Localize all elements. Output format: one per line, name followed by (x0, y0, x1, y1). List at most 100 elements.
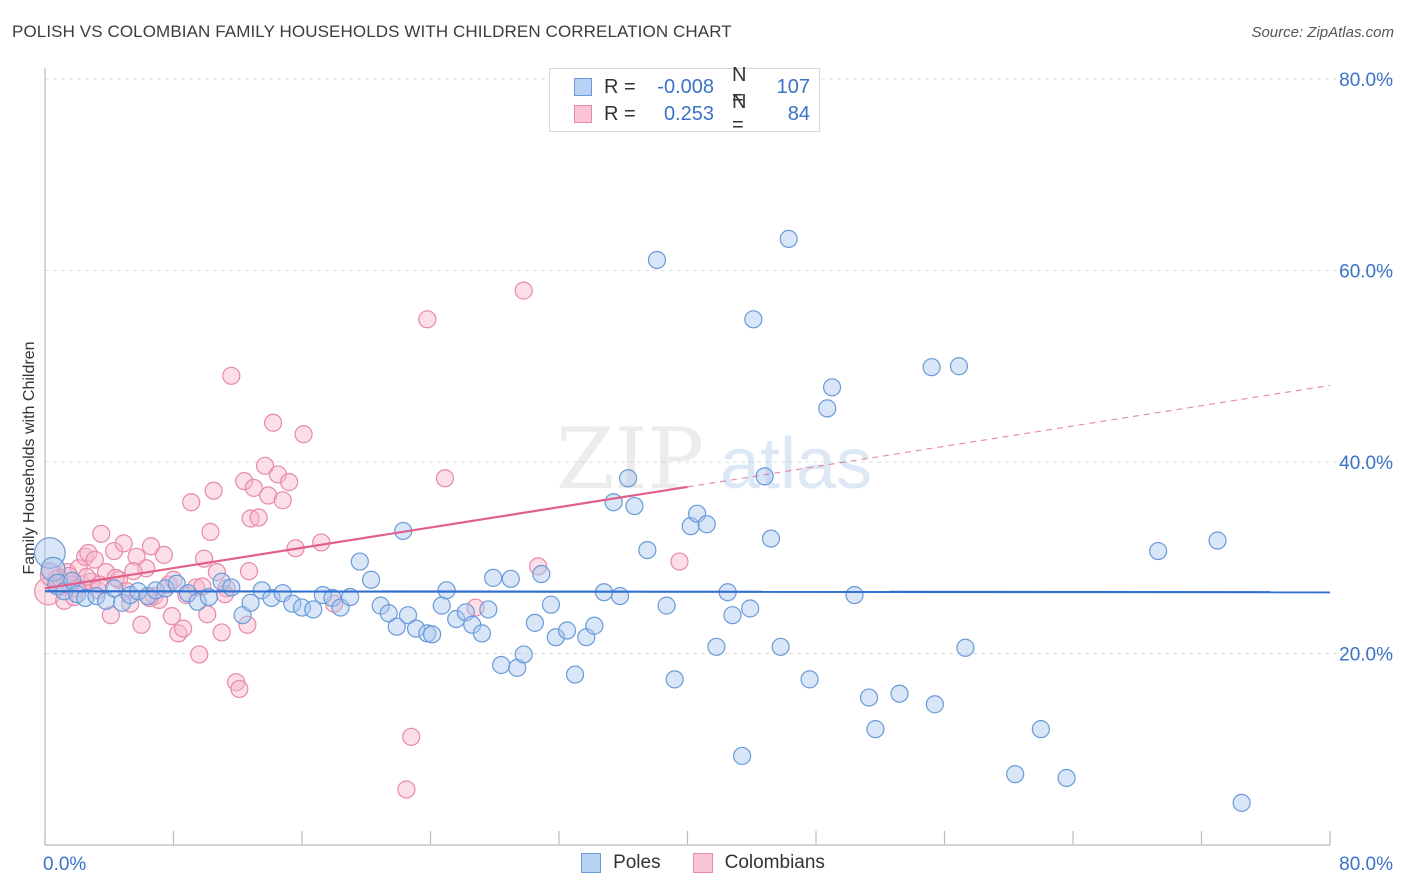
poles-point (222, 578, 241, 597)
poles-point (1208, 531, 1227, 550)
poles-trend-line (44, 590, 1331, 594)
poles-point (437, 581, 456, 600)
colombians-point (207, 563, 226, 582)
watermark-zip: ZIP (556, 410, 704, 508)
poles-point (514, 645, 533, 664)
poles-point (618, 469, 638, 488)
watermark-atlas: atlas (720, 424, 872, 504)
colombians-point (114, 534, 133, 553)
poles-point (890, 684, 909, 703)
poles-point (866, 720, 885, 739)
colombians-point (397, 780, 416, 799)
poles-point (565, 665, 585, 684)
colombians-point (235, 472, 254, 491)
legend-row-poles: R = -0.008 N = 107 (574, 64, 810, 109)
poles-point (546, 628, 565, 647)
poles-point (657, 596, 676, 615)
poles-point (304, 600, 323, 619)
colombians-point (239, 562, 259, 581)
x-tick-label: 80.0% (1339, 854, 1393, 875)
colombians-point (280, 473, 299, 492)
poles-point (822, 378, 842, 397)
poles-n-value: 107 (776, 75, 810, 98)
poles-point (479, 600, 498, 619)
poles-point (361, 570, 381, 589)
colombians-r-label: R = (604, 102, 636, 125)
colombians-point (670, 552, 689, 571)
poles-points (33, 229, 1251, 812)
poles-point (104, 579, 124, 598)
poles-point (262, 588, 281, 608)
colombians-point (212, 623, 231, 642)
poles-point (241, 593, 260, 612)
legend-item-poles[interactable]: Poles (581, 852, 661, 874)
colombians-r-value: 0.253 (663, 102, 714, 125)
colombians-point (273, 491, 292, 510)
colombians-point (244, 478, 263, 497)
colombians-point (249, 508, 268, 527)
poles-point (492, 655, 511, 675)
poles-point (484, 568, 503, 587)
colombians-point (402, 727, 421, 746)
poles-legend-label: Poles (613, 852, 661, 873)
colombians-point (259, 486, 278, 505)
colombians-points (34, 281, 689, 799)
poles-point (1149, 541, 1168, 561)
colombians-point (162, 607, 181, 626)
colombians-point (294, 425, 313, 444)
colombians-point (312, 533, 331, 552)
poles-point (956, 638, 975, 657)
source-label: Source: ZipAtlas.com (1251, 24, 1394, 41)
poles-n-label: N = (732, 64, 747, 109)
poles-point (733, 746, 752, 766)
poles-point (212, 572, 231, 591)
colombians-n-label: N = (732, 91, 747, 136)
colombians-point (514, 281, 533, 300)
colombians-point (141, 537, 161, 556)
poles-point (859, 688, 879, 707)
colombians-point (101, 606, 120, 625)
y-tick-label: 60.0% (1339, 262, 1393, 283)
colombians-point (104, 541, 124, 561)
poles-point (423, 625, 442, 644)
poles-point (532, 564, 551, 584)
poles-point (447, 609, 466, 629)
poles-point (755, 467, 774, 486)
poles-point (779, 229, 798, 249)
legend-item-colombians[interactable]: Colombians (692, 852, 825, 874)
colombians-point (174, 619, 193, 638)
colombians-n-value: 84 (787, 102, 810, 125)
poles-point (647, 250, 667, 270)
series-legend: Poles Colombians (0, 852, 1406, 874)
colombians-trend-extension (687, 384, 1331, 488)
colombians-swatch (574, 105, 592, 123)
poles-point (771, 637, 790, 656)
poles-point (525, 613, 545, 632)
poles-point (557, 621, 577, 640)
poles-point (665, 670, 684, 689)
colombians-point (435, 469, 455, 488)
poles-point (33, 537, 66, 569)
poles-swatch (574, 78, 592, 96)
colombians-point (85, 550, 104, 569)
poles-r-label: R = (604, 75, 636, 98)
colombians-point (222, 366, 241, 385)
colombians-point (182, 493, 201, 512)
colombians-point (230, 679, 249, 699)
poles-point (638, 540, 657, 560)
y-tick-label: 20.0% (1339, 645, 1393, 666)
poles-point (541, 595, 561, 614)
legend-row-colombians: R = 0.253 N = 84 (574, 91, 810, 136)
colombians-point (124, 562, 143, 581)
poles-point (387, 617, 406, 636)
poles-point (625, 496, 644, 516)
poles-point (1232, 793, 1251, 812)
colombians-legend-label: Colombians (724, 852, 825, 873)
poles-point (76, 588, 95, 608)
poles-r-value: -0.008 (657, 75, 714, 98)
colombians-point (238, 615, 257, 634)
poles-point (398, 606, 418, 625)
poles-point (922, 358, 941, 377)
poles-point (341, 587, 360, 607)
